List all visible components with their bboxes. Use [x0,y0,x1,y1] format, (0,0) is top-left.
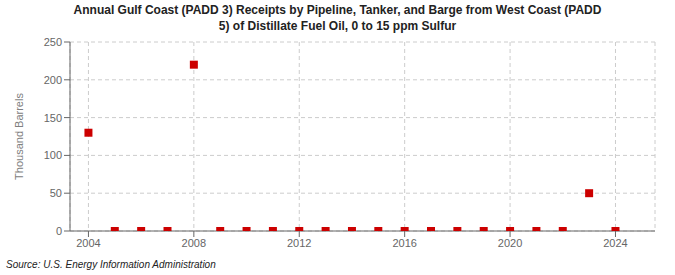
svg-text:50: 50 [50,187,62,199]
svg-text:150: 150 [44,112,62,124]
svg-text:Thousand Barrels: Thousand Barrels [13,93,25,180]
html-text:Annual Gulf Coast (PADD 3) Rec: Annual Gulf Coast (PADD 3) Receipts by P… [73,3,602,17]
html-text:5) of Distillate Fuel Oil, 0 t: 5) of Distillate Fuel Oil, 0 to 15 ppm S… [218,19,457,33]
svg-text:2008: 2008 [182,237,206,249]
svg-text:2020: 2020 [498,237,522,249]
svg-text:200: 200 [44,74,62,86]
svg-text:2016: 2016 [392,237,416,249]
svg-text:100: 100 [44,149,62,161]
svg-text:2012: 2012 [287,237,311,249]
svg-text:250: 250 [44,36,62,48]
html-text:Source: U.S. Energy Informatio: Source: U.S. Energy Information Administ… [6,259,216,270]
svg-text:2004: 2004 [76,237,100,249]
svg-text:2024: 2024 [603,237,627,249]
svg-text:0: 0 [56,225,62,237]
